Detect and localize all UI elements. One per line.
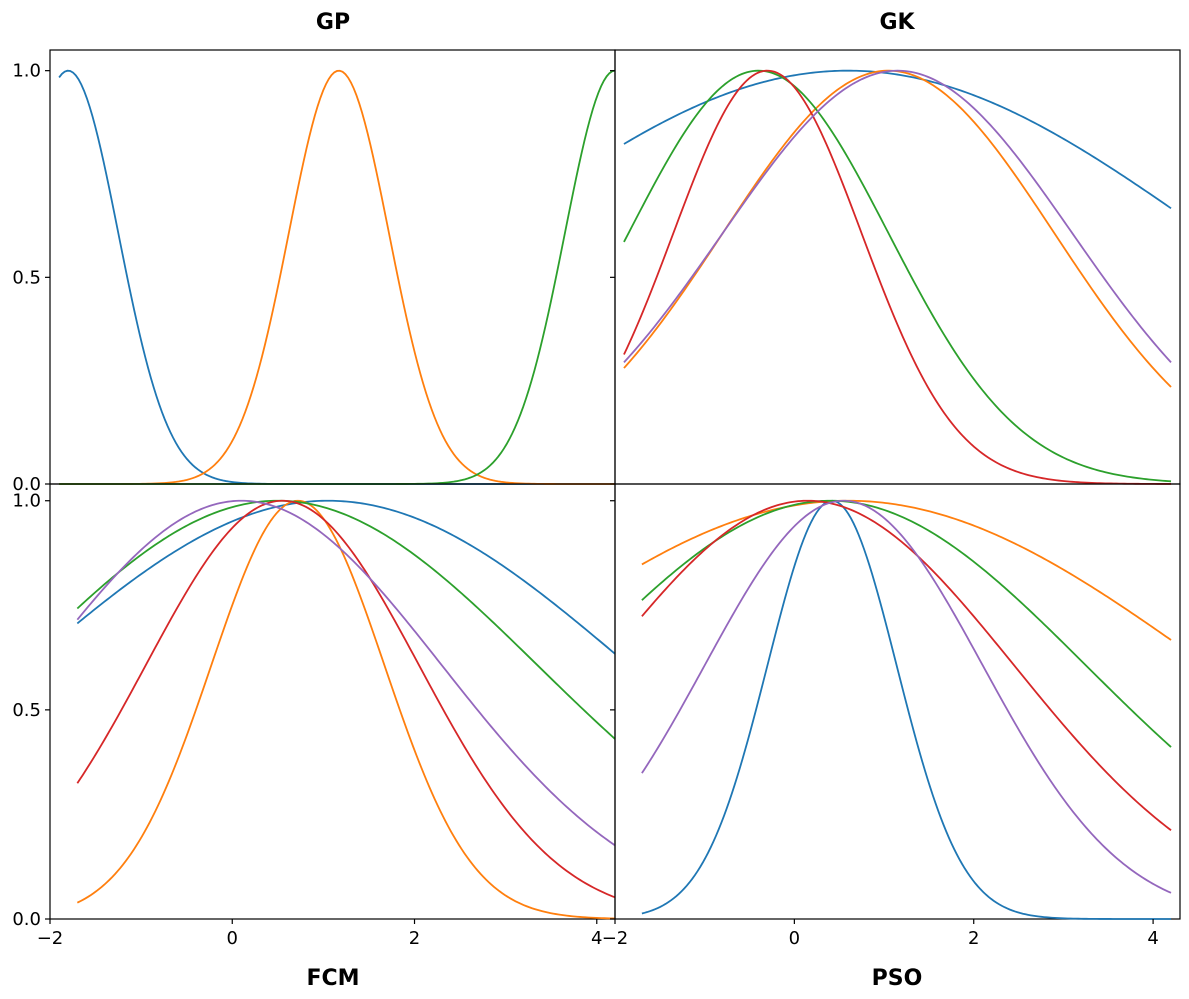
panel-title-gp: GP (316, 10, 350, 35)
panel-pso: −2 0 2 4 PSO (602, 483, 1181, 991)
series-line-gp-2 (59, 69, 615, 485)
x-ticks-pso: −2 0 2 4 (602, 919, 1159, 949)
y-ticks-fcm: 0.0 0.5 1.0 (12, 491, 50, 930)
series-line-pso-4 (641, 499, 1172, 831)
series-line-gk-5 (623, 69, 1172, 363)
series-group-pso (641, 499, 1172, 920)
series-line-gp-1 (58, 69, 615, 485)
y-tick-label: 0.5 (12, 267, 41, 288)
series-line-gp-3 (59, 69, 616, 485)
x-tick-label: 4 (1147, 928, 1158, 949)
series-line-pso-3 (641, 499, 1172, 748)
series-line-gk-1 (623, 69, 1172, 210)
y-tick-label: 0.5 (12, 700, 41, 721)
series-line-gk-3 (623, 69, 1172, 483)
panel-title-pso: PSO (872, 966, 923, 991)
series-line-fcm-4 (76, 499, 616, 899)
x-tick-label: 0 (227, 928, 238, 949)
panel-gp: GP 0.0 0.5 1.0 (12, 10, 616, 495)
x-tick-label: 4 (591, 928, 602, 949)
x-tick-label: −2 (37, 928, 64, 949)
x-tick-label: 0 (789, 928, 800, 949)
panel-gk: GK (610, 10, 1181, 485)
x-tick-label: 2 (968, 928, 979, 949)
series-line-fcm-5 (76, 499, 616, 847)
y-tick-label: 0.0 (12, 474, 41, 495)
y-ticks-pso (610, 500, 615, 920)
y-ticks-gp: 0.0 0.5 1.0 (12, 61, 50, 495)
series-line-fcm-1 (76, 499, 616, 655)
series-line-pso-1 (641, 499, 1172, 920)
plot-frame-gp (49, 49, 616, 485)
panel-title-fcm: FCM (306, 966, 359, 991)
series-line-gk-2 (623, 69, 1172, 388)
series-group-fcm (76, 499, 616, 920)
y-tick-label: 1.0 (12, 491, 41, 512)
y-tick-label: 0.0 (12, 909, 41, 930)
y-ticks-gk (610, 70, 615, 485)
panel-title-gk: GK (879, 10, 915, 35)
x-ticks-fcm: −2 0 2 4 (37, 919, 603, 949)
x-tick-label: −2 (602, 928, 629, 949)
panel-fcm: 0.0 0.5 1.0 −2 0 2 4 FCM (12, 483, 616, 991)
series-group-gk (623, 69, 1172, 485)
series-line-gk-4 (623, 69, 1172, 485)
plot-frame-fcm (49, 483, 616, 920)
series-line-pso-5 (641, 499, 1172, 894)
series-line-pso-2 (641, 499, 1172, 641)
y-tick-label: 1.0 (12, 61, 41, 82)
plot-frame-pso (614, 483, 1181, 920)
x-tick-label: 2 (409, 928, 420, 949)
series-group-gp (58, 69, 616, 485)
series-line-fcm-3 (76, 499, 616, 740)
series-line-fcm-2 (76, 499, 616, 920)
